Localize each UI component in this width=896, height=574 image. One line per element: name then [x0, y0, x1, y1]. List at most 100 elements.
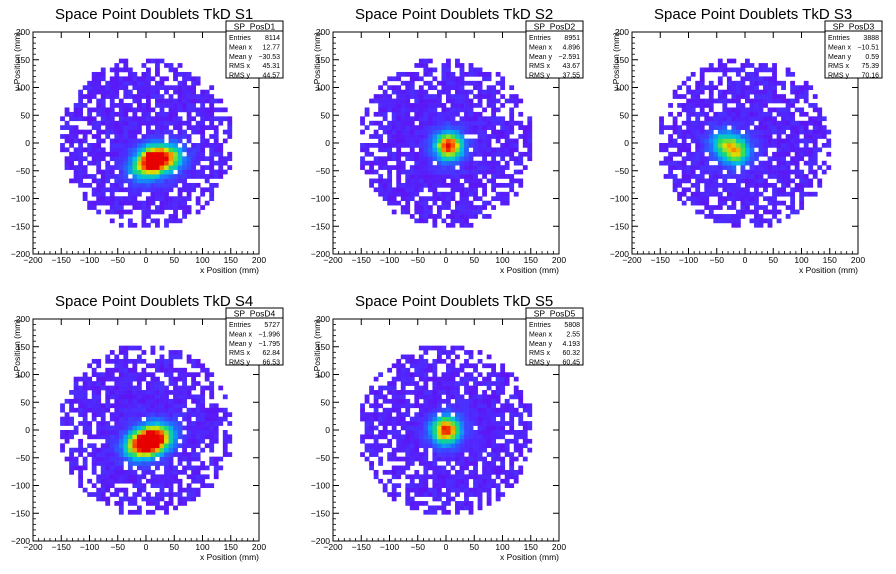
heatmap-cell	[69, 407, 74, 413]
heatmap-cell	[522, 403, 528, 409]
heatmap-cell	[141, 461, 147, 466]
heatmap-cell	[396, 434, 402, 440]
heatmap-cell	[781, 80, 786, 86]
heatmap-cell	[96, 381, 102, 386]
heatmap-cell	[373, 111, 379, 117]
heatmap-cell	[127, 182, 133, 188]
heatmap-cell	[450, 174, 456, 179]
heatmap-cell	[173, 474, 178, 480]
heatmap-cell	[373, 438, 379, 444]
heatmap-cell	[155, 160, 160, 166]
heatmap-cell	[409, 487, 415, 493]
heatmap-cell	[127, 358, 133, 364]
heatmap-cell	[200, 403, 206, 409]
heatmap-cell	[168, 398, 174, 404]
plot-title: Space Point Doublets TkD S1	[55, 6, 253, 23]
heatmap-cell	[745, 94, 750, 99]
heatmap-cell	[146, 509, 151, 515]
heatmap-cell	[186, 156, 192, 162]
heatmap-cell	[432, 156, 438, 162]
heatmap-cell	[118, 165, 124, 170]
heatmap-cell	[477, 381, 483, 386]
heatmap-cell	[803, 191, 809, 197]
heatmap-cell	[182, 452, 187, 457]
heatmap-cell	[758, 107, 764, 113]
heatmap-cell	[418, 492, 424, 497]
heatmap-cell	[427, 94, 433, 99]
heatmap-cell	[446, 438, 451, 444]
heatmap-cell	[168, 165, 174, 170]
heatmap-cell	[168, 182, 174, 188]
heatmap-cell	[200, 412, 206, 417]
heatmap-cell	[114, 430, 120, 435]
heatmap-cell	[191, 443, 197, 449]
heatmap-cell	[758, 129, 764, 135]
heatmap-cell	[677, 129, 683, 135]
heatmap-cell	[382, 187, 388, 193]
heatmap-cell	[159, 492, 165, 497]
heatmap-cell	[159, 394, 165, 400]
heatmap-cell	[127, 143, 133, 148]
heatmap-cell	[387, 412, 393, 417]
heatmap-cell	[432, 76, 438, 82]
heatmap-cell	[513, 474, 519, 480]
heatmap-cell	[717, 218, 723, 224]
heatmap-cell	[450, 129, 456, 135]
heatmap-cell	[473, 363, 478, 369]
heatmap-cell	[717, 182, 723, 188]
stats-box-name: SP_PosD2	[534, 22, 576, 32]
heatmap-cell	[159, 483, 165, 489]
heatmap-cell	[464, 358, 469, 364]
heatmap-cell	[378, 372, 384, 378]
heatmap-cell	[781, 129, 786, 135]
heatmap-cell	[509, 111, 515, 117]
heatmap-cell	[432, 191, 438, 197]
heatmap-cell	[758, 76, 764, 82]
heatmap-cell	[141, 438, 147, 444]
heatmap-cell	[459, 218, 465, 224]
heatmap-cell	[690, 125, 696, 130]
heatmap-cell	[373, 425, 379, 431]
heatmap-cell	[459, 438, 465, 444]
heatmap-cell	[191, 160, 197, 166]
heatmap-cell	[749, 134, 755, 139]
heatmap-cell	[123, 376, 129, 382]
y-tick-label: 0	[325, 425, 330, 435]
heatmap-cell	[518, 394, 524, 400]
heatmap-cell	[785, 160, 791, 166]
heatmap-cell	[423, 501, 429, 506]
heatmap-cell	[455, 182, 460, 188]
heatmap-cell	[473, 416, 478, 422]
heatmap-cell	[123, 358, 129, 364]
heatmap-cell	[758, 182, 764, 188]
heatmap-cell	[473, 160, 478, 166]
heatmap-cell	[785, 174, 791, 179]
heatmap-cell	[164, 63, 169, 68]
heatmap-cell	[790, 200, 796, 206]
heatmap-cell	[141, 200, 147, 206]
heatmap-cell	[740, 94, 746, 99]
heatmap-cell	[195, 487, 201, 493]
heatmap-cell	[200, 465, 206, 471]
heatmap-cell	[114, 111, 120, 117]
heatmap-cell	[446, 174, 451, 179]
heatmap-cell	[150, 434, 156, 440]
heatmap-cell	[491, 421, 497, 426]
heatmap-cell	[745, 58, 750, 64]
heatmap-cell	[518, 398, 524, 404]
heatmap-cell	[713, 174, 719, 179]
heatmap-cell	[477, 501, 483, 506]
heatmap-cell	[173, 156, 178, 162]
heatmap-cell	[808, 85, 814, 91]
heatmap-cell	[123, 350, 129, 355]
heatmap-cell	[373, 447, 379, 453]
heatmap-cell	[91, 107, 97, 113]
heatmap-cell	[509, 174, 515, 179]
x-tick-label: 200	[552, 255, 566, 265]
heatmap-cell	[722, 125, 728, 130]
heatmap-cell	[473, 80, 478, 86]
heatmap-cell	[423, 205, 429, 210]
heatmap-cell	[473, 178, 478, 184]
heatmap-cell	[699, 129, 705, 135]
heatmap-cell	[763, 178, 768, 184]
